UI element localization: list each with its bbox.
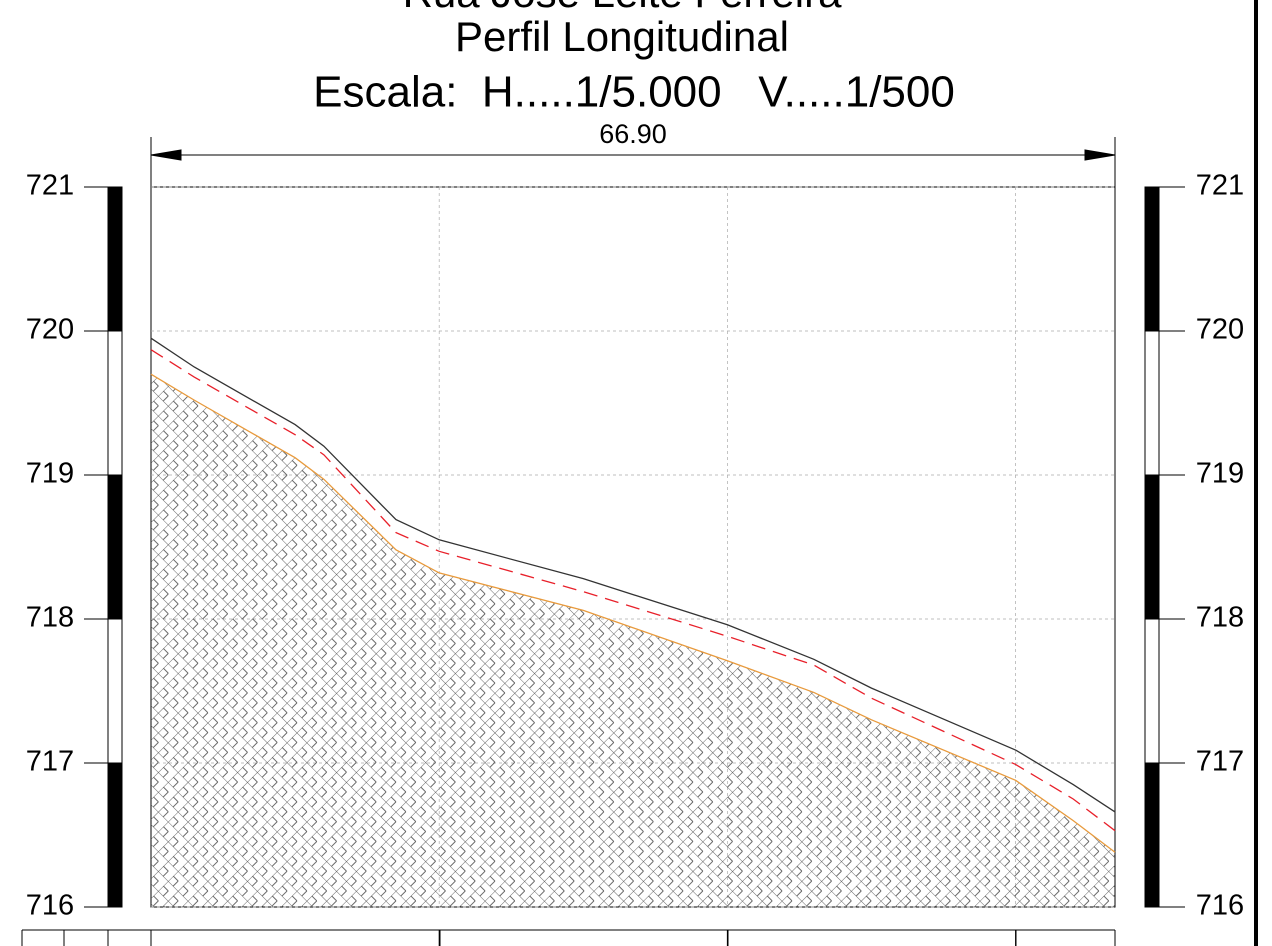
scale-note: Escala: H.....1/5.000 V.....1/500	[313, 68, 955, 117]
dimension-line	[150, 137, 1116, 187]
subtitle: Perfil Longitudinal	[455, 13, 789, 60]
y-tick-label: 721	[26, 170, 74, 202]
y-tick-label: 721	[1196, 170, 1244, 202]
scale-bar-segment	[107, 762, 123, 908]
scale-bar-segment	[1144, 762, 1160, 908]
y-tick-label: 718	[26, 602, 74, 634]
scale-bar-segment	[107, 618, 123, 764]
scale-bar-segment	[107, 186, 123, 332]
y-tick-label: 716	[1196, 890, 1244, 922]
profile-line	[150, 337, 1116, 813]
profile-line	[150, 373, 1116, 853]
sheet-border	[1254, 0, 1258, 946]
y-tick-label: 719	[26, 458, 74, 490]
y-tick-label: 720	[1196, 314, 1244, 346]
profile-line	[150, 349, 1116, 832]
scale-bar-segment	[107, 474, 123, 620]
y-tick-label: 717	[1196, 746, 1244, 778]
y-tick-label: 718	[1196, 602, 1244, 634]
scale-bar-segment	[1144, 186, 1160, 332]
bottom-table	[21, 929, 1116, 946]
scale-bar-segment	[1144, 330, 1160, 476]
scale-bar-segment	[1144, 474, 1160, 620]
y-tick-label: 716	[26, 890, 74, 922]
hatch-area	[151, 374, 1115, 907]
y-tick-label: 717	[26, 746, 74, 778]
scale-bar-segment	[107, 330, 123, 476]
title: Rua José Leite Ferreira	[403, 0, 843, 16]
scale-bar-segment	[1144, 618, 1160, 764]
dimension-label: 66.90	[599, 119, 667, 149]
y-tick-label: 720	[26, 314, 74, 346]
y-tick-label: 719	[1196, 458, 1244, 490]
